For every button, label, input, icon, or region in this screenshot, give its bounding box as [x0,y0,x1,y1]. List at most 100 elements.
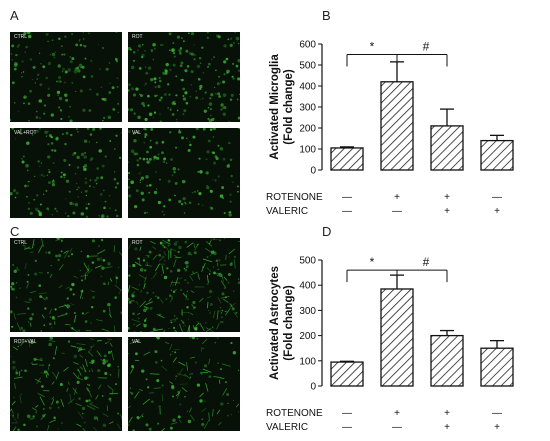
cell-spot [202,266,204,268]
cell-process [180,319,185,325]
cell-spot [72,211,76,215]
cell-process [63,249,70,259]
cell-spot [63,53,66,56]
cell-spot [38,211,42,215]
cell-process [64,304,69,309]
micrograph-texture [128,238,240,332]
cell-spot [65,131,69,135]
cell-spot [81,312,84,315]
cell-spot [169,131,172,134]
cell-process [179,277,183,280]
cell-spot [98,214,101,217]
cell-process [165,247,171,254]
cell-spot [114,148,116,150]
cell-spot [57,428,59,430]
cell-spot [86,128,90,131]
cell-spot [223,287,226,290]
cell-process [143,305,148,308]
cell-spot [80,212,85,216]
cell-process [186,362,188,371]
cell-spot [20,369,23,372]
cell-process [45,374,48,378]
cell-spot [229,200,232,203]
cell-process [235,403,240,408]
cell-process [205,327,212,332]
cell-spot [11,282,15,286]
cell-process [24,301,31,304]
rotenone-mark: + [444,408,450,419]
cell-process [142,323,146,328]
cell-spot [164,69,168,73]
cell-spot [201,422,205,426]
cell-spot [141,53,145,58]
cell-spot [78,40,81,42]
cell-process [26,283,29,289]
cell-spot [81,65,85,69]
cell-spot [148,157,152,161]
cell-spot [219,306,221,309]
cell-spot [51,149,54,152]
cell-spot [27,34,32,39]
cell-spot [229,158,233,162]
cell-spot [209,107,213,111]
cell-process [161,265,164,274]
cell-spot [20,393,22,395]
cell-spot [84,181,88,185]
cell-spot [56,210,59,213]
cell-spot [78,347,83,351]
cell-spot [29,211,33,215]
cell-process [192,304,195,310]
cell-spot [211,326,214,329]
cell-spot [82,38,85,40]
cell-process [163,251,167,256]
cell-spot [49,322,52,326]
cell-spot [93,186,95,188]
cell-process [60,399,65,407]
cell-process [63,366,69,372]
cell-process [173,288,178,292]
cell-spot [197,77,201,81]
cell-process [91,368,94,373]
cell-spot [199,62,202,64]
cell-process [38,292,47,294]
valeric-label: VALERIC [266,206,308,217]
cell-process [49,419,57,424]
cell-process [96,416,99,421]
cell-spot [73,311,76,315]
y-tick-label: 500 [299,61,316,72]
cell-spot [42,408,45,410]
cell-spot [27,307,30,310]
cell-spot [56,80,58,83]
cell-spot [177,250,180,254]
cell-spot [10,192,13,196]
cell-process [189,356,195,359]
cell-spot [115,276,117,278]
cell-process [90,337,95,341]
cell-spot [181,179,186,184]
cell-spot [48,171,51,174]
cell-spot [34,272,38,276]
cell-spot [51,180,55,184]
cell-spot [224,310,226,312]
cell-process [35,404,39,408]
cell-process [182,311,188,314]
cell-spot [166,83,170,86]
cell-spot [180,61,184,65]
y-tick-label: 400 [299,281,316,292]
cell-spot [185,260,189,265]
cell-process [176,389,181,399]
cell-spot [171,48,175,52]
cell-spot [28,321,30,323]
cell-spot [136,163,140,167]
cell-spot [57,406,60,409]
cell-spot [50,142,54,145]
cell-process [154,328,163,331]
cell-process [145,254,150,257]
cell-spot [167,106,170,110]
cell-process [216,322,220,330]
cell-process [216,273,221,277]
cell-spot [143,142,145,144]
cell-spot [23,102,25,105]
cell-spot [129,387,132,389]
cell-spot [142,104,146,108]
